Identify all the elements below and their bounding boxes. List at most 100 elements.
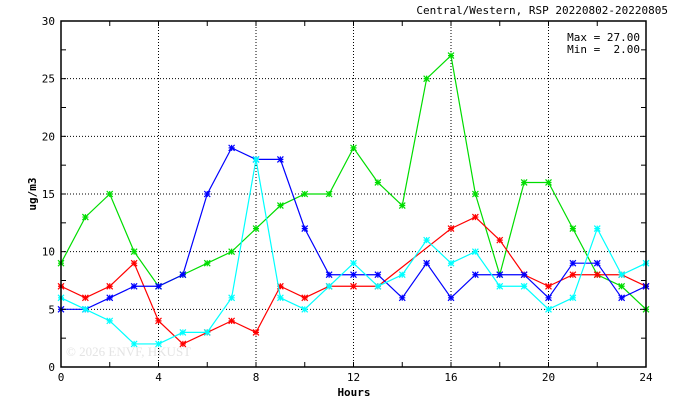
data-point-cyan <box>447 259 455 267</box>
y-tick-label: 20 <box>42 130 55 143</box>
data-point-blue <box>179 271 187 279</box>
chart-title: Central/Western, RSP 20220802-20220805 <box>416 4 668 17</box>
x-tick-label: 8 <box>253 371 260 384</box>
data-point-red <box>545 282 552 290</box>
data-point-blue <box>520 271 528 279</box>
data-point-red <box>106 282 114 290</box>
data-point-green <box>81 213 89 221</box>
data-point-blue <box>423 259 431 267</box>
data-point-green <box>423 75 431 83</box>
x-axis-label: Hours <box>337 386 370 399</box>
data-point-cyan <box>203 328 211 336</box>
data-point-cyan <box>350 259 357 267</box>
data-point-green <box>228 248 236 256</box>
data-point-green <box>520 179 528 186</box>
data-point-cyan <box>374 282 382 290</box>
data-point-red <box>569 271 577 279</box>
y-tick-label: 25 <box>42 73 55 86</box>
y-tick-label: 15 <box>42 188 55 201</box>
data-point-green <box>398 202 406 209</box>
data-point-cyan <box>398 271 406 279</box>
x-tick-label: 0 <box>58 371 65 384</box>
data-point-green <box>350 144 357 152</box>
y-tick-label: 0 <box>48 361 55 374</box>
data-point-blue <box>447 294 455 302</box>
data-point-red <box>593 271 601 279</box>
data-point-cyan <box>471 248 479 256</box>
data-point-green <box>301 190 309 198</box>
data-point-cyan <box>325 282 333 290</box>
data-point-red <box>276 282 284 290</box>
data-point-cyan <box>106 317 114 325</box>
data-point-blue <box>398 294 406 302</box>
data-point-blue <box>496 271 504 279</box>
data-point-green <box>203 259 211 267</box>
data-point-green <box>569 225 577 233</box>
data-point-red <box>81 294 89 302</box>
data-point-cyan <box>618 271 626 279</box>
data-point-red <box>228 317 236 325</box>
data-point-red <box>496 236 504 244</box>
x-tick-label: 24 <box>639 371 653 384</box>
watermark: © 2026 ENVF, HKUST <box>66 344 191 359</box>
data-point-cyan <box>593 225 601 233</box>
x-tick-label: 20 <box>542 371 555 384</box>
data-point-blue <box>545 294 552 302</box>
data-point-blue <box>228 144 236 152</box>
min-annotation: Min = 2.00 <box>567 43 640 56</box>
data-point-green <box>374 179 382 186</box>
data-point-red <box>155 317 162 325</box>
data-point-blue <box>593 259 601 267</box>
data-point-cyan <box>252 155 260 163</box>
data-point-cyan <box>228 294 236 302</box>
max-annotation: Max = 27.00 <box>567 31 640 44</box>
data-point-red <box>179 340 187 348</box>
data-point-blue <box>155 282 162 290</box>
data-point-blue <box>203 190 211 198</box>
data-point-red <box>471 213 479 221</box>
data-point-blue <box>569 259 577 267</box>
data-point-blue <box>374 271 382 279</box>
data-point-red <box>350 282 357 290</box>
data-point-blue <box>106 294 114 302</box>
x-tick-label: 16 <box>444 371 457 384</box>
data-point-cyan <box>276 294 284 302</box>
plot-frame <box>60 20 647 368</box>
data-point-blue <box>618 294 626 302</box>
x-tick-label: 12 <box>347 371 360 384</box>
data-point-green <box>447 52 455 60</box>
data-point-green <box>545 179 552 186</box>
data-point-cyan <box>496 282 504 290</box>
data-point-green <box>276 202 284 209</box>
data-point-cyan <box>569 294 577 302</box>
data-point-cyan <box>423 236 431 244</box>
data-point-blue <box>130 282 138 290</box>
data-point-green <box>618 282 626 290</box>
data-point-cyan <box>81 305 89 313</box>
data-point-green <box>471 190 479 198</box>
data-point-green <box>106 190 114 198</box>
data-point-red <box>130 259 138 267</box>
x-tick-label: 4 <box>155 371 162 384</box>
data-point-cyan <box>130 340 138 348</box>
data-point-red <box>252 328 260 336</box>
data-point-cyan <box>301 305 309 313</box>
data-point-cyan <box>545 305 552 313</box>
y-tick-label: 10 <box>42 246 55 259</box>
data-point-blue <box>350 271 357 279</box>
data-point-cyan <box>520 282 528 290</box>
data-point-blue <box>276 155 284 163</box>
y-axis-label: ug/m3 <box>26 177 39 210</box>
data-point-blue <box>301 225 309 233</box>
data-point-blue <box>471 271 479 279</box>
data-point-cyan <box>179 328 187 336</box>
data-point-green <box>325 190 333 198</box>
y-tick-label: 5 <box>48 303 55 316</box>
data-point-blue <box>325 271 333 279</box>
data-point-cyan <box>155 340 162 348</box>
data-point-red <box>301 294 309 302</box>
data-point-red <box>447 225 455 233</box>
data-point-green <box>130 248 138 256</box>
